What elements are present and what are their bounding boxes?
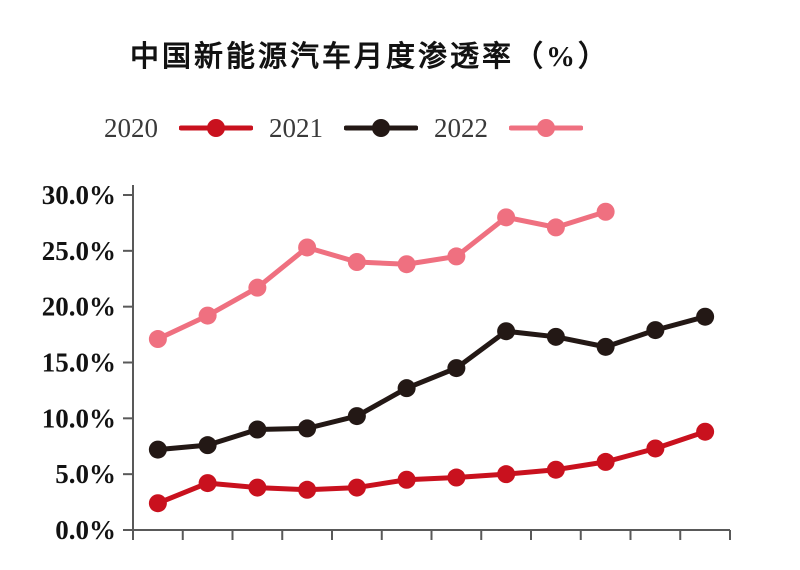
data-point-2022-9	[546, 218, 565, 237]
legend-swatch-2020	[179, 119, 253, 137]
data-point-2022-7	[447, 247, 466, 266]
legend-item-2022: 2022	[434, 112, 599, 144]
legend-swatch-marker-2022	[537, 119, 555, 137]
data-point-2022-2	[198, 306, 217, 325]
data-point-2021-12	[696, 307, 715, 326]
data-point-2020-4	[298, 480, 317, 499]
data-point-2022-6	[397, 255, 416, 274]
series-line-2021	[155, 314, 708, 453]
data-point-2022-4	[298, 238, 317, 257]
chart-title: 中国新能源汽车月度渗透率（%）	[130, 41, 611, 73]
data-point-2020-10	[596, 452, 615, 471]
data-point-2020-11	[646, 439, 665, 458]
legend-swatch-2022	[509, 119, 583, 137]
data-point-2022-1	[148, 330, 167, 349]
y-tick-label: 5.0%	[55, 459, 116, 489]
data-point-2021-11	[646, 321, 665, 340]
data-point-2022-5	[347, 253, 366, 271]
data-point-2020-12	[696, 422, 715, 441]
series-line-2022	[155, 209, 609, 342]
legend-label-2021: 2021	[269, 113, 323, 143]
legend-label-2022: 2022	[434, 113, 488, 143]
data-point-2020-5	[347, 478, 366, 497]
data-point-2020-3	[248, 478, 267, 497]
legend-item-2020: 2020	[104, 112, 269, 144]
data-point-2021-3	[248, 420, 267, 439]
y-tick-label: 10.0%	[42, 403, 116, 433]
legend-swatch-marker-2020	[207, 119, 225, 137]
legend-swatch-2021	[344, 119, 418, 137]
data-point-2020-8	[497, 465, 516, 484]
y-tick-label: 20.0%	[42, 292, 116, 322]
data-point-2020-1	[148, 494, 167, 513]
data-point-2022-10	[596, 202, 615, 221]
data-point-2021-5	[347, 407, 366, 426]
legend: 2020 2021 2022	[104, 112, 599, 144]
data-point-2020-2	[198, 474, 217, 493]
legend-item-2021: 2021	[269, 112, 434, 144]
data-point-2021-8	[497, 322, 516, 341]
y-tick-label: 25.0%	[42, 236, 116, 266]
y-tick-label: 30.0%	[42, 180, 116, 210]
y-tick-label: 0.0%	[55, 515, 116, 545]
data-point-2021-2	[198, 436, 217, 455]
data-point-2020-6	[397, 470, 416, 489]
data-point-2022-8	[497, 208, 516, 227]
data-point-2020-7	[447, 468, 466, 487]
series-line-2020	[155, 429, 708, 506]
data-point-2021-10	[596, 337, 615, 356]
legend-label-2020: 2020	[104, 113, 158, 143]
data-point-2020-9	[546, 460, 565, 479]
y-tick-label: 15.0%	[42, 348, 116, 378]
legend-swatch-marker-2021	[372, 119, 390, 137]
data-point-2021-7	[447, 359, 466, 378]
data-point-2021-9	[546, 327, 565, 346]
data-point-2022-3	[248, 278, 267, 297]
data-point-2021-6	[397, 379, 416, 398]
data-point-2021-4	[298, 419, 317, 438]
data-point-2021-1	[148, 440, 167, 459]
